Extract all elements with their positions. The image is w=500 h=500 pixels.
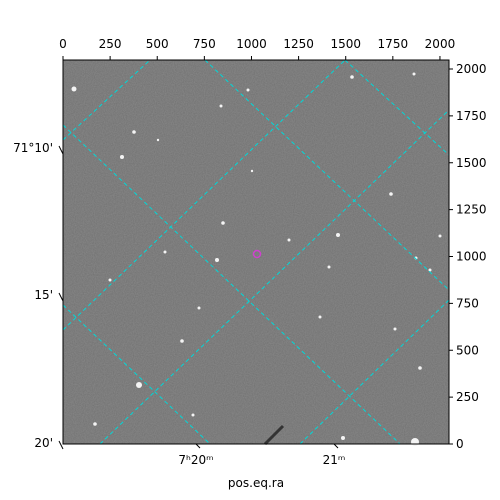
wcs-tick — [58, 145, 64, 155]
x-tick-label: 500 — [146, 37, 169, 51]
y-tick-label: 2000 — [456, 62, 487, 76]
wcs-tick — [58, 440, 64, 450]
wcs-y-label: 20' — [34, 436, 53, 450]
wcs-x-label: 7ʰ20ᵐ — [178, 453, 213, 467]
x-tick-label: 0 — [59, 37, 67, 51]
x-tick-label: 250 — [99, 37, 122, 51]
image — [63, 60, 449, 446]
y-tick-label: 500 — [456, 343, 479, 357]
wcs-x-label: 21ᵐ — [323, 453, 346, 467]
wcs-y-label: 71°10' — [13, 141, 53, 155]
wcs-y-label: 15' — [34, 288, 53, 302]
x-tick-label: 2000 — [425, 37, 456, 51]
x-tick-label: 1000 — [236, 37, 267, 51]
x-tick-label: 750 — [193, 37, 216, 51]
coordinate-grid — [63, 60, 449, 444]
y-tick-label: 0 — [456, 437, 464, 451]
x-tick-label: 1250 — [283, 37, 314, 51]
target-marker — [252, 249, 262, 259]
y-tick-label: 1750 — [456, 109, 487, 123]
y-tick-label: 1000 — [456, 250, 487, 264]
x-tick-label: 1750 — [378, 37, 409, 51]
x-tick-label: 1500 — [330, 37, 361, 51]
wcs-tick — [333, 443, 339, 449]
y-tick-label: 750 — [456, 296, 479, 310]
wcs-tick — [58, 292, 64, 302]
frame — [62, 59, 450, 445]
wcs-tick — [195, 443, 201, 449]
x-axis-label: pos.eq.ra — [228, 476, 284, 490]
y-tick-label: 1500 — [456, 156, 487, 170]
y-tick-label: 250 — [456, 390, 479, 404]
y-tick-label: 1250 — [456, 203, 487, 217]
